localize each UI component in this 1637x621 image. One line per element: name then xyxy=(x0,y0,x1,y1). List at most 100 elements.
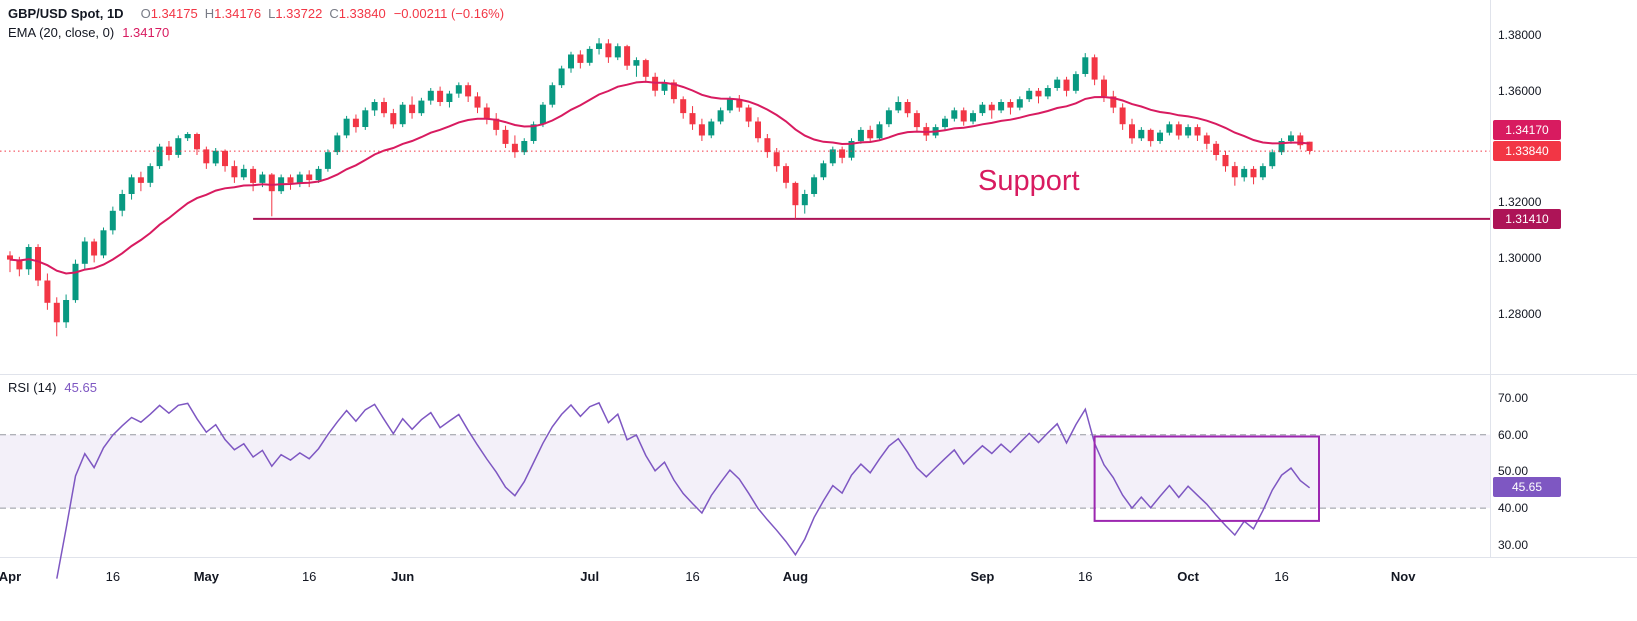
candle xyxy=(885,110,892,125)
candle xyxy=(680,99,687,114)
time-axis-label: Aug xyxy=(782,569,809,584)
candle xyxy=(1110,96,1117,108)
candle xyxy=(605,43,612,58)
candle xyxy=(7,255,13,260)
candle xyxy=(194,134,200,150)
ema-title[interactable]: EMA (20, close, 0) xyxy=(8,25,115,40)
candle xyxy=(717,110,724,122)
price-axis[interactable]: 1.34170 1.33840 1.31410 45.65 1.38000 1.3… xyxy=(1490,0,1637,557)
candle xyxy=(642,60,649,77)
last-price-badge: 1.33840 xyxy=(1493,141,1561,162)
support-annotation[interactable]: Support xyxy=(978,165,1080,197)
candle xyxy=(427,90,434,101)
candle xyxy=(231,166,238,178)
candle xyxy=(764,138,771,153)
time-axis-label: 16 xyxy=(301,569,317,584)
candle xyxy=(530,124,537,141)
candle xyxy=(848,141,855,158)
candle xyxy=(1044,88,1051,97)
candle xyxy=(568,54,574,69)
candle xyxy=(1241,168,1248,178)
candle xyxy=(876,124,883,139)
candle xyxy=(1166,124,1173,133)
candle xyxy=(203,149,210,164)
candle xyxy=(1129,124,1135,139)
time-axis-label: Nov xyxy=(1390,569,1416,584)
time-axis-label: Oct xyxy=(1177,569,1199,584)
axis-tick-label: 1.28000 xyxy=(1498,307,1542,321)
low-value: 1.33722 xyxy=(275,6,323,21)
candle xyxy=(1072,74,1079,91)
candle xyxy=(988,104,995,111)
candle xyxy=(521,141,528,153)
candle xyxy=(212,150,219,164)
candle xyxy=(839,149,846,158)
rsi-title[interactable]: RSI (14) xyxy=(8,380,57,395)
rsi-box-annotation[interactable] xyxy=(1093,435,1320,522)
candle xyxy=(1138,129,1145,139)
candle xyxy=(259,174,266,183)
candle xyxy=(708,121,715,136)
candle xyxy=(1213,143,1220,155)
candle xyxy=(783,166,789,183)
candle xyxy=(44,280,51,303)
rsi-value: 45.65 xyxy=(64,380,97,395)
candle xyxy=(324,152,331,169)
candle xyxy=(1063,79,1070,91)
candle xyxy=(895,102,902,111)
axis-tick-label: 1.36000 xyxy=(1498,83,1542,98)
candle xyxy=(698,124,705,136)
candle xyxy=(493,118,500,130)
candle xyxy=(53,302,60,323)
candle xyxy=(268,174,275,192)
candle xyxy=(409,104,416,114)
candle xyxy=(1194,127,1201,136)
candle xyxy=(1250,168,1257,178)
candle xyxy=(726,99,733,111)
candle xyxy=(437,90,444,102)
candle xyxy=(1269,152,1276,167)
candle xyxy=(1231,166,1238,178)
candle xyxy=(1007,102,1014,108)
candle xyxy=(63,300,70,323)
candle xyxy=(1288,135,1294,141)
candle xyxy=(998,102,1005,111)
high-label: H xyxy=(204,6,215,21)
candle xyxy=(624,46,631,66)
candle xyxy=(72,263,79,301)
candle xyxy=(119,194,126,211)
candle xyxy=(1278,141,1285,153)
candle xyxy=(857,129,864,142)
time-axis-label: May xyxy=(193,569,219,584)
change-value: −0.00211 (−0.16%) xyxy=(393,6,505,21)
price-legend: GBP/USD Spot, 1D O1.34175 H1.34176 L1.33722… xyxy=(8,6,504,21)
symbol-title[interactable]: GBP/USD Spot, 1D xyxy=(8,6,124,21)
ema-value: 1.34170 xyxy=(122,25,170,40)
ema-line[interactable] xyxy=(9,80,1310,275)
time-axis-label: 16 xyxy=(685,569,700,584)
candle xyxy=(128,177,135,194)
candle xyxy=(745,107,752,122)
candle xyxy=(951,110,958,119)
candle xyxy=(1203,135,1210,144)
time-axis-label: Jul xyxy=(580,569,600,584)
axis-tick-label: 50.00 xyxy=(1498,464,1529,479)
candle xyxy=(184,134,191,139)
candle xyxy=(399,104,406,125)
candle xyxy=(1082,57,1089,74)
candle xyxy=(343,118,350,136)
candle xyxy=(820,163,827,178)
candle xyxy=(1101,79,1107,97)
candle xyxy=(390,113,397,125)
rsi-line[interactable] xyxy=(56,401,1311,579)
time-axis-label: Jun xyxy=(391,569,415,584)
axis-tick-label: 40.00 xyxy=(1498,501,1529,516)
high-value: 1.34176 xyxy=(214,6,262,21)
candle xyxy=(352,118,359,128)
candle xyxy=(465,85,472,97)
open-value: 1.34175 xyxy=(150,6,198,21)
time-axis[interactable]: Apr 16 May 16 Jun Jul 16 Aug Sep 16 Oct 16 Nov xyxy=(0,558,1637,592)
candle xyxy=(35,247,41,281)
